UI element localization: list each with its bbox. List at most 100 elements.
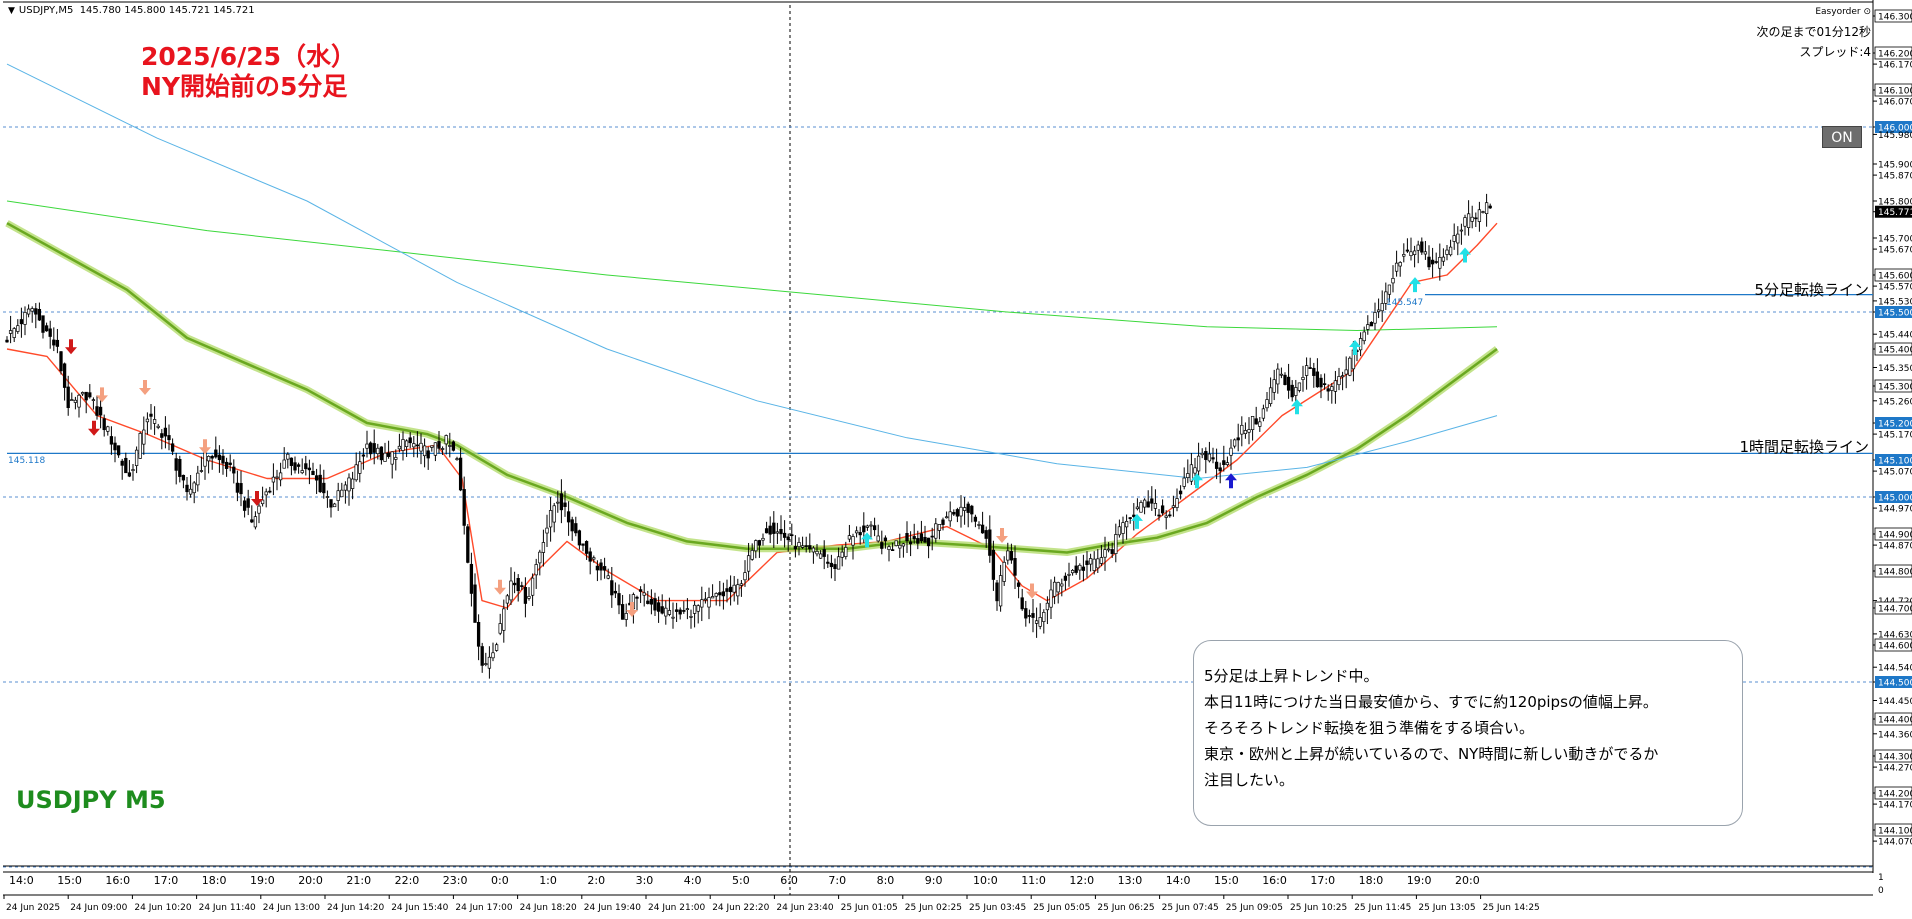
candle [419,433,423,465]
price-level-marker [1874,601,1912,615]
candle [448,432,452,458]
candle [127,460,132,478]
candle [120,458,124,480]
candle [422,438,427,468]
candle [592,555,596,563]
candle-body [1319,377,1323,388]
candle-body [444,435,448,445]
candle [739,580,744,597]
candle-body [221,455,225,464]
candle [538,549,542,576]
candle-body [1441,256,1446,262]
candle [1283,372,1287,386]
candle-body [1175,498,1179,508]
candle [1384,282,1388,310]
candle [469,552,474,607]
candle-body [250,519,254,523]
candle-body [1369,321,1374,327]
date-label: 24 Jun 18:20 [520,903,577,913]
candle [563,490,567,517]
candle-body [1214,461,1219,469]
candle [163,416,168,449]
candle-body [448,445,452,447]
candle-body [206,455,211,462]
candle-body [1394,262,1399,272]
candle-body [566,511,571,523]
candle [8,315,13,344]
candle [304,455,308,476]
candle [1132,503,1136,531]
candle [556,490,560,513]
candle [23,306,27,336]
candle [282,447,286,469]
comment-line: 本日11時につけた当日最安値から、すでに約120pipsの値幅上昇。 [1204,693,1658,711]
candle-body [167,435,171,441]
candle-body [1448,246,1453,256]
candle-body [1164,515,1168,518]
candle-body [926,537,931,547]
candle [1186,459,1190,484]
candle-body [930,535,934,538]
buy-signal-arrow [861,532,873,548]
candle-body [462,489,466,526]
candle-body [746,555,751,572]
hour-label: 3:0 [636,874,654,887]
price-label: 145.170 [1878,431,1912,441]
price-label: 146.070 [1878,98,1912,108]
candle [142,416,146,455]
line-value-labels: 145.118 145.547 [8,298,1423,466]
candle-body [386,452,391,457]
candle-body [1229,447,1233,456]
candle [1240,416,1244,447]
sell-signal-arrow [65,339,77,355]
candle-body [869,524,873,527]
candle [264,488,268,508]
candle [1466,200,1471,236]
candle-body [1128,517,1132,519]
candle [1394,250,1399,277]
candle [455,456,459,461]
candle-body [1160,505,1165,514]
candle-body [696,605,700,612]
candle [1481,210,1485,214]
candle-body [595,565,600,571]
candle-body [1024,608,1028,619]
candle-body [1254,418,1258,425]
candle-body [311,470,315,476]
candle [642,583,646,607]
candle [559,479,564,524]
candle [296,462,301,474]
candle [883,535,888,549]
hour-label: 8:0 [877,874,895,887]
candle-body [383,452,387,462]
candle [1366,315,1370,335]
candle [1362,326,1366,345]
on-toggle-button[interactable]: ON [1822,126,1862,148]
candle [242,496,247,518]
candle [113,436,117,463]
candle [941,517,945,531]
candle [332,502,337,508]
price-label: 145.570 [1878,283,1912,293]
dropdown-icon[interactable]: ▼ [8,6,15,16]
candle [1103,536,1107,571]
candle-body [1312,367,1316,376]
candle-body [505,595,510,604]
candle-body [170,443,175,452]
hour-label: 19:0 [250,874,275,887]
candle [394,449,398,471]
candle-body [584,541,589,554]
candle-body [192,482,196,494]
subwindow-label: 1 [1878,873,1884,883]
candle-body [394,457,398,460]
candle [491,642,495,662]
price-label: 145.900 [1878,161,1912,171]
candle-body [1074,565,1078,573]
candle [689,609,693,629]
candle [16,319,20,334]
candle-body [1348,357,1352,376]
candle [181,474,186,489]
candle [653,592,657,617]
